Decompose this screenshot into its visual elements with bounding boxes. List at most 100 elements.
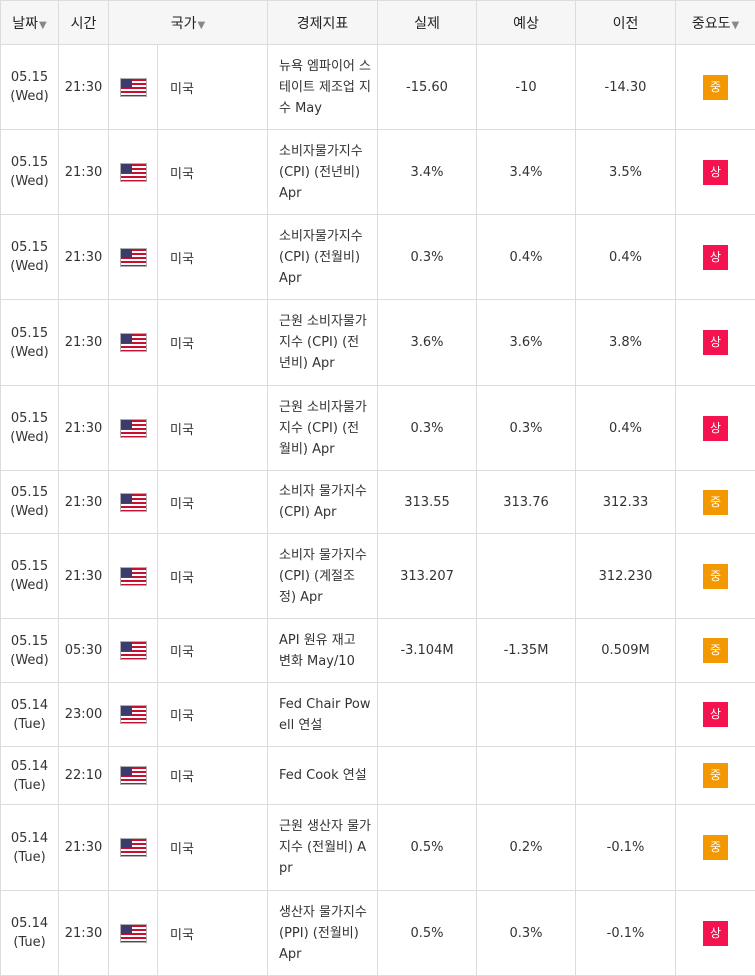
country-cell: 미국 xyxy=(158,300,268,386)
importance-cell: 중 xyxy=(676,471,755,534)
us-flag-icon xyxy=(121,334,146,351)
forecast-cell: 3.6% xyxy=(477,300,576,386)
us-flag-icon xyxy=(121,249,146,266)
date-value: 05.14 xyxy=(11,759,48,774)
sort-arrow-icon: ▼ xyxy=(39,20,47,31)
header-previous: 이전 xyxy=(576,1,676,45)
indicator-link[interactable]: Fed Cook 연설 xyxy=(268,747,378,805)
importance-cell: 상 xyxy=(676,891,755,976)
importance-badge: 상 xyxy=(703,245,728,270)
time-cell: 21:30 xyxy=(59,891,109,976)
indicator-link[interactable]: 근원 생산자 물가지수 (전월비) Apr xyxy=(268,805,378,891)
previous-cell: -0.1% xyxy=(576,805,676,891)
day-value: (Wed) xyxy=(10,89,49,104)
us-flag-icon xyxy=(121,767,146,784)
previous-cell: 312.33 xyxy=(576,471,676,534)
forecast-cell xyxy=(477,747,576,805)
time-cell: 21:30 xyxy=(59,130,109,215)
indicator-link[interactable]: 근원 소비자물가지수 (CPI) (전년비) Apr xyxy=(268,300,378,386)
indicator-link[interactable]: 소비자물가지수 (CPI) (전년비) Apr xyxy=(268,130,378,215)
actual-cell: 0.5% xyxy=(378,891,477,976)
sort-arrow-icon: ▼ xyxy=(198,20,206,31)
country-cell: 미국 xyxy=(158,619,268,683)
date-cell: 05.14(Tue) xyxy=(1,891,59,976)
previous-cell: 0.509M xyxy=(576,619,676,683)
importance-badge: 상 xyxy=(703,160,728,185)
importance-cell: 중 xyxy=(676,534,755,619)
day-value: (Wed) xyxy=(10,578,49,593)
us-flag-icon xyxy=(121,568,146,585)
header-importance[interactable]: 중요도▼ xyxy=(676,1,755,45)
time-cell: 21:30 xyxy=(59,805,109,891)
flag-cell xyxy=(109,471,158,534)
previous-cell xyxy=(576,747,676,805)
date-cell: 05.15(Wed) xyxy=(1,619,59,683)
actual-cell xyxy=(378,747,477,805)
date-value: 05.15 xyxy=(11,485,48,500)
time-cell: 21:30 xyxy=(59,215,109,300)
indicator-link[interactable]: Fed Chair Powell 연설 xyxy=(268,683,378,747)
date-cell: 05.14 (Tue) xyxy=(1,805,59,891)
flag-cell xyxy=(109,215,158,300)
forecast-cell: -1.35M xyxy=(477,619,576,683)
date-value: 05.15 xyxy=(11,326,48,341)
time-cell: 21:30 xyxy=(59,471,109,534)
header-date[interactable]: 날짜▼ xyxy=(1,1,59,45)
flag-cell xyxy=(109,386,158,471)
header-actual: 실제 xyxy=(378,1,477,45)
day-value: (Wed) xyxy=(10,259,49,274)
flag-cell xyxy=(109,534,158,619)
indicator-link[interactable]: 소비자 물가지수(CPI) (계절조정) Apr xyxy=(268,534,378,619)
importance-cell: 중 xyxy=(676,805,755,891)
date-cell: 05.15(Wed) xyxy=(1,130,59,215)
indicator-link[interactable]: 생산자 물가지수(PPI) (전월비) Apr xyxy=(268,891,378,976)
importance-badge: 중 xyxy=(703,763,728,788)
country-cell: 미국 xyxy=(158,683,268,747)
date-value: 05.15 xyxy=(11,411,48,426)
forecast-cell xyxy=(477,683,576,747)
importance-cell: 상 xyxy=(676,300,755,386)
actual-cell: 0.3% xyxy=(378,386,477,471)
indicator-link[interactable]: 소비자 물가지수(CPI) Apr xyxy=(268,471,378,534)
actual-cell: 313.207 xyxy=(378,534,477,619)
forecast-cell: 313.76 xyxy=(477,471,576,534)
importance-cell: 중 xyxy=(676,747,755,805)
importance-cell: 상 xyxy=(676,386,755,471)
country-cell: 미국 xyxy=(158,45,268,130)
previous-cell: 3.8% xyxy=(576,300,676,386)
flag-cell xyxy=(109,300,158,386)
forecast-cell: 0.3% xyxy=(477,891,576,976)
us-flag-icon xyxy=(121,420,146,437)
indicator-link[interactable]: 뉴욕 엠파이어 스테이트 제조업 지수 May xyxy=(268,45,378,130)
forecast-cell: -10 xyxy=(477,45,576,130)
country-cell: 미국 xyxy=(158,215,268,300)
indicator-link[interactable]: 근원 소비자물가지수 (CPI) (전월비) Apr xyxy=(268,386,378,471)
indicator-link[interactable]: 소비자물가지수 (CPI) (전월비) Apr xyxy=(268,215,378,300)
time-cell: 21:30 xyxy=(59,386,109,471)
flag-cell xyxy=(109,891,158,976)
indicator-link[interactable]: API 원유 재고 변화 May/10 xyxy=(268,619,378,683)
flag-cell xyxy=(109,130,158,215)
date-value: 05.14 xyxy=(11,831,48,846)
header-country[interactable]: 국가▼ xyxy=(109,1,268,45)
country-cell: 미국 xyxy=(158,891,268,976)
us-flag-icon xyxy=(121,164,146,181)
day-value: (Tue) xyxy=(13,850,45,865)
header-indicator: 경제지표 xyxy=(268,1,378,45)
time-cell: 05:30 xyxy=(59,619,109,683)
date-cell: 05.15(Wed) xyxy=(1,534,59,619)
actual-cell: 0.5% xyxy=(378,805,477,891)
country-cell: 미국 xyxy=(158,130,268,215)
